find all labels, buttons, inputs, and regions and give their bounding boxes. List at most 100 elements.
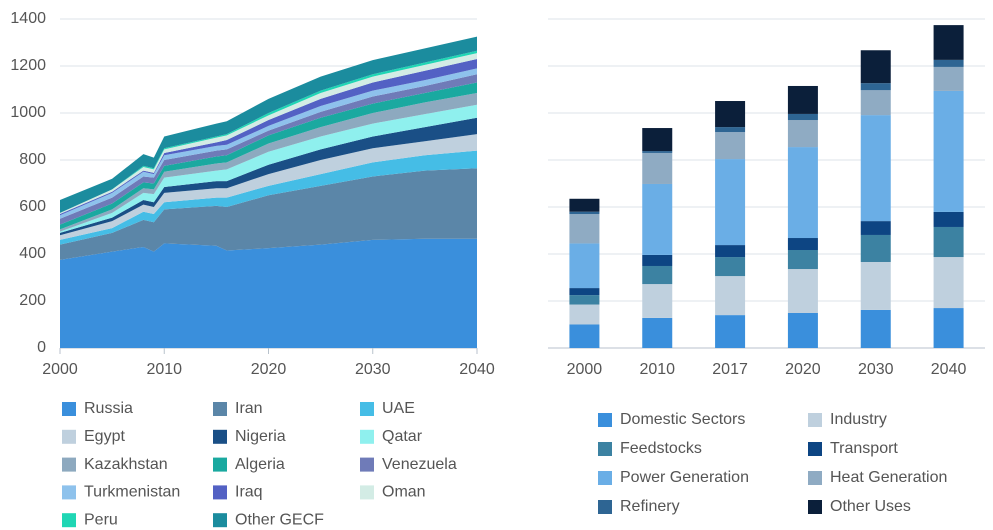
bar-segment — [933, 59, 964, 67]
x-tick-label: 2030 — [858, 361, 894, 378]
legend-swatch — [213, 402, 227, 416]
y-tick-label: 200 — [19, 292, 46, 309]
legend-label: Russia — [84, 400, 133, 417]
legend-label: UAE — [382, 400, 415, 417]
legend-swatch — [62, 485, 76, 500]
bar-segment — [569, 198, 600, 212]
legend-swatch — [598, 471, 612, 485]
legend-label: Industry — [830, 411, 887, 428]
area — [60, 104, 477, 233]
legend-label: Heat Generation — [830, 469, 947, 486]
y-tick-label: 1000 — [10, 104, 46, 121]
bar-segment — [787, 238, 818, 251]
area — [60, 93, 477, 232]
bar-segment — [933, 308, 964, 348]
bar-segment — [569, 243, 600, 289]
y-tick-label: 1400 — [10, 10, 46, 27]
bar-segment — [860, 83, 891, 91]
legend-label: Turkmenistan — [84, 484, 180, 501]
bar-segment — [860, 90, 891, 116]
bar-segment — [715, 245, 746, 258]
legend-swatch — [62, 429, 76, 444]
x-tick-label: 2030 — [355, 361, 391, 378]
bar-segment — [860, 309, 891, 348]
bar-segment — [933, 66, 964, 91]
legend-swatch — [360, 402, 374, 416]
legend-label: Nigeria — [235, 428, 286, 445]
legend-swatch — [808, 471, 822, 485]
bar-segment — [860, 115, 891, 222]
legend-swatch — [598, 413, 612, 427]
bar-segment — [642, 183, 673, 255]
legend-label: Egypt — [84, 428, 125, 445]
bar-segment — [569, 324, 600, 348]
bar-segment — [715, 101, 746, 128]
x-tick-label: 2017 — [712, 361, 748, 378]
bar-segment — [642, 265, 673, 285]
area — [60, 58, 477, 216]
y-tick-label: 400 — [19, 245, 46, 262]
bar-segment — [642, 151, 673, 153]
legend-label: Transport — [830, 440, 898, 457]
legend-swatch — [62, 513, 76, 528]
area — [60, 68, 477, 219]
bar-segment — [933, 25, 964, 60]
x-tick-label: 2020 — [251, 361, 287, 378]
bar-segment — [715, 257, 746, 277]
bar-segment — [715, 127, 746, 133]
x-tick-label: 2040 — [459, 361, 495, 378]
legend-label: Feedstocks — [620, 440, 702, 457]
legend-swatch — [360, 429, 374, 444]
legend-swatch — [808, 500, 822, 514]
bar-segment — [787, 113, 818, 121]
area — [60, 36, 477, 213]
area — [60, 134, 477, 240]
bar-segment — [642, 128, 673, 152]
area — [60, 238, 477, 348]
legend-label: Kazakhstan — [84, 456, 168, 473]
bar-segment — [860, 261, 891, 310]
legend-swatch — [213, 513, 227, 528]
bar-segment — [787, 312, 818, 348]
legend-swatch — [598, 442, 612, 456]
x-tick-label: 2010 — [639, 361, 675, 378]
bar-segment — [642, 284, 673, 318]
bar-segment — [569, 211, 600, 215]
bar-segment — [787, 85, 818, 114]
legend-swatch — [598, 500, 612, 514]
legend-swatch — [213, 485, 227, 500]
bar-segment — [569, 214, 600, 244]
bar-segment — [642, 152, 673, 184]
bar-segment — [933, 226, 964, 258]
bar-segment — [860, 234, 891, 262]
legend-swatch — [360, 457, 374, 472]
legend-label: Oman — [382, 484, 426, 501]
legend-label: Iran — [235, 400, 263, 417]
bar-segment — [860, 221, 891, 235]
bar-segment — [715, 276, 746, 316]
bar-segment — [715, 159, 746, 246]
legend-label: Algeria — [235, 456, 285, 473]
bar-segment — [787, 147, 818, 239]
y-tick-label: 600 — [19, 198, 46, 215]
y-tick-label: 1200 — [10, 57, 46, 74]
bar-segment — [860, 50, 891, 84]
y-tick-label: 800 — [19, 151, 46, 168]
legend-label: Iraq — [235, 484, 263, 501]
bar-segment — [569, 288, 600, 296]
bar-segment — [933, 90, 964, 212]
legend-swatch — [808, 413, 822, 427]
legend-label: Other GECF — [235, 511, 324, 528]
x-tick-label: 2010 — [146, 361, 182, 378]
bar-segment — [787, 120, 818, 148]
area — [60, 74, 477, 225]
bar-segment — [715, 315, 746, 348]
bar-segment — [715, 132, 746, 160]
bar-segment — [933, 257, 964, 309]
area — [60, 117, 477, 236]
legend-swatch — [360, 485, 374, 500]
legend-swatch — [808, 442, 822, 456]
legend-swatch — [62, 402, 76, 416]
bar-segment — [569, 295, 600, 305]
